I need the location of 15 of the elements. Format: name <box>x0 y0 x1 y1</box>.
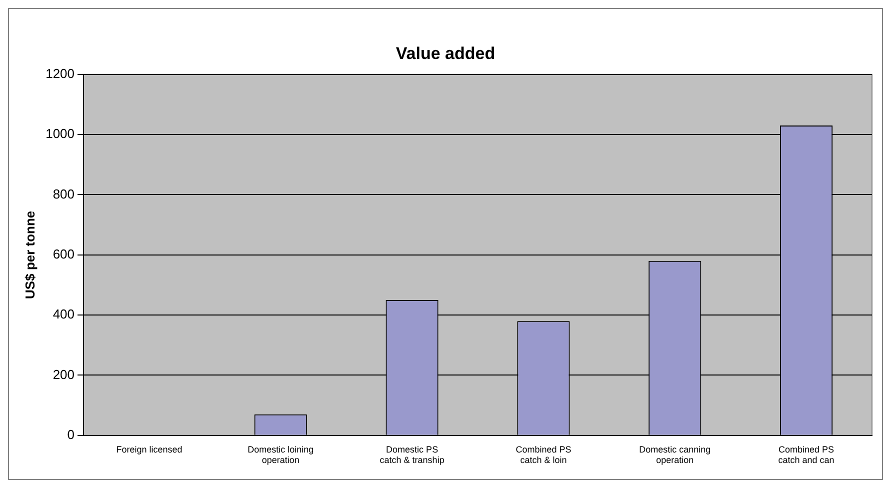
chart-title: Value added <box>396 44 496 63</box>
x-tick-label: Domestic loining operation <box>248 444 314 466</box>
y-tick-label: 400 <box>52 306 75 322</box>
x-tick-label: Domestic PS catch & tranship <box>380 444 444 466</box>
x-tick-label: Combined PS catch & loin <box>516 444 572 466</box>
x-tick-label: Combined PS catch and can <box>778 444 834 466</box>
y-tick-label: 800 <box>52 186 75 202</box>
y-tick-label: 1000 <box>46 126 75 142</box>
y-tick-label: 200 <box>52 366 75 382</box>
y-tick-label: 1200 <box>46 66 75 81</box>
y-tick-label: 0 <box>67 426 75 442</box>
y-axis-title: US$ per tonne <box>22 210 38 299</box>
x-tick-label: Foreign licensed <box>116 444 182 454</box>
x-tick-label: Domestic canning operation <box>639 444 711 466</box>
y-tick-label: 600 <box>52 246 75 262</box>
